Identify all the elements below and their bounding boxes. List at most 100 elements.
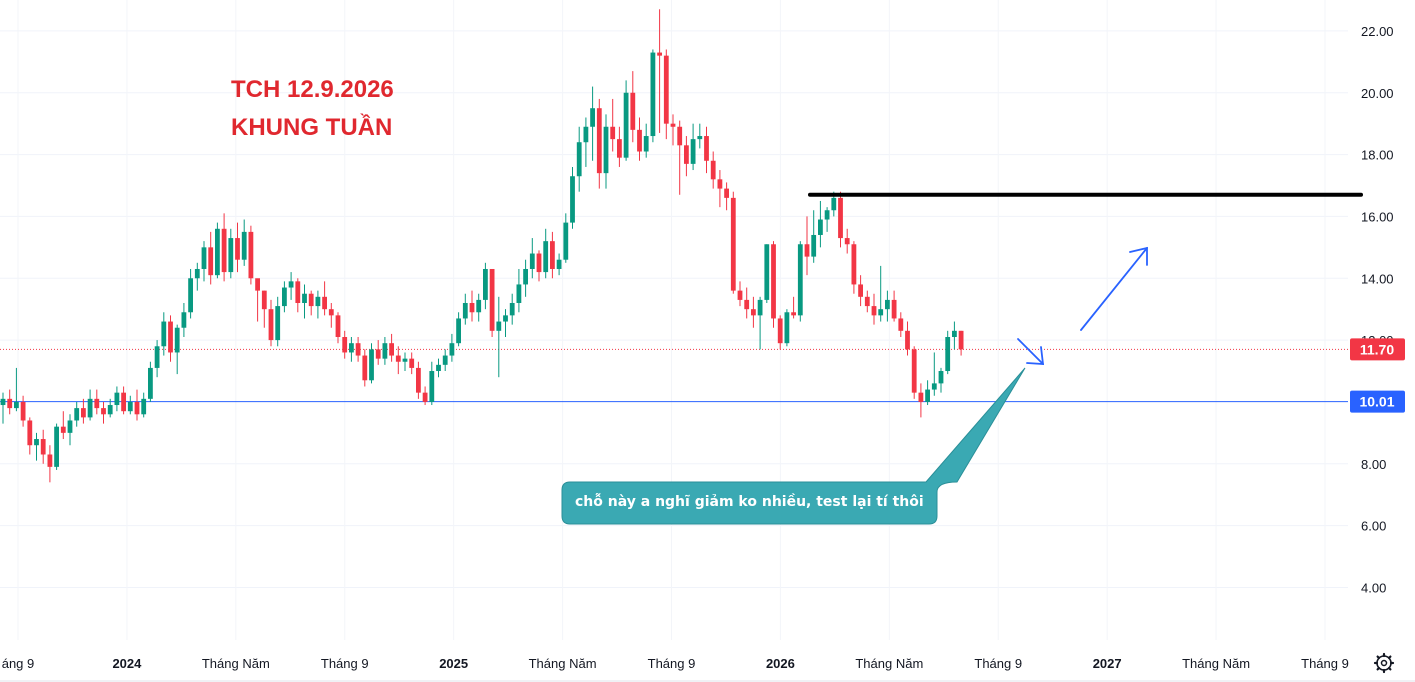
- candle-body: [730, 197, 736, 291]
- candle-body: [248, 231, 254, 279]
- candle-body: [952, 330, 957, 338]
- price-badges: 11.70 10.01: [1350, 338, 1405, 413]
- candle-body: [811, 234, 817, 257]
- candle-body: [650, 52, 656, 137]
- candle-body: [637, 129, 642, 152]
- candle-body: [255, 278, 260, 291]
- candle-body: [429, 371, 435, 402]
- candle-body: [657, 52, 662, 56]
- candle-body: [831, 197, 837, 211]
- candle-body: [684, 145, 689, 164]
- x-tick-label: 2027: [1093, 656, 1122, 671]
- candle-body: [697, 136, 703, 140]
- candle-body: [710, 160, 716, 180]
- candle-body: [409, 358, 415, 368]
- candle-body: [154, 346, 160, 368]
- candle-body: [596, 108, 602, 174]
- price-badge-label: 10.01: [1359, 394, 1394, 410]
- candle-body: [369, 349, 374, 381]
- candle-body: [215, 228, 220, 276]
- candle-body: [925, 389, 930, 402]
- candle-body: [529, 253, 535, 269]
- candle-body: [54, 426, 59, 467]
- candle-body: [81, 408, 86, 418]
- candle-body: [188, 278, 193, 313]
- y-tick-label: 22.00: [1361, 24, 1394, 39]
- chart-subtitle: KHUNG TUẦN: [231, 113, 392, 141]
- down-arrow[interactable]: [1017, 338, 1045, 365]
- candle-body: [308, 293, 314, 307]
- candle-body: [40, 439, 46, 455]
- candle-body: [844, 238, 850, 245]
- candle-body: [235, 238, 240, 260]
- candle-body: [516, 284, 522, 303]
- candle-body: [630, 92, 636, 130]
- candle-body: [871, 306, 877, 316]
- candle-body: [181, 312, 187, 328]
- annotation-callout[interactable]: chỗ này a nghĩ giảm ko nhiều, test lại t…: [561, 367, 1026, 525]
- time-axis[interactable]: áng 9 2024 Tháng Năm Tháng 9 2025 Tháng Năm Th…: [2, 656, 1349, 671]
- candle-body: [891, 299, 897, 319]
- candle-body: [74, 408, 80, 421]
- candle-body: [670, 123, 676, 127]
- candle-body: [824, 210, 830, 220]
- candle-body: [603, 126, 609, 174]
- candle-body: [663, 55, 669, 124]
- x-tick-label: Tháng 9: [648, 656, 696, 671]
- candle-body: [382, 343, 388, 359]
- annotation-text: chỗ này a nghĩ giảm ko nhiều, test lại t…: [575, 493, 924, 510]
- candle-body: [509, 302, 515, 316]
- candle-body: [858, 284, 863, 297]
- candle-body: [416, 367, 421, 393]
- candle-body: [818, 219, 823, 235]
- candle-body: [563, 222, 569, 260]
- candle-body: [268, 309, 274, 341]
- candle-body: [395, 355, 401, 362]
- candle-body: [161, 321, 167, 347]
- candle-body: [536, 253, 542, 273]
- candle-body: [784, 312, 790, 344]
- up-arrow[interactable]: [1080, 246, 1148, 331]
- x-tick-label: Tháng Năm: [855, 656, 923, 671]
- candle-body: [375, 349, 381, 359]
- candle-body: [550, 241, 555, 269]
- candle-body: [898, 318, 904, 331]
- y-tick-label: 18.00: [1361, 148, 1394, 163]
- candle-body: [623, 92, 629, 158]
- price-axis[interactable]: 22.0020.0018.0016.0014.0012.008.006.004.…: [1361, 24, 1394, 596]
- candle-body: [462, 302, 468, 319]
- x-tick-label: áng 9: [2, 656, 35, 671]
- candle-body: [838, 197, 843, 239]
- gear-icon[interactable]: [1373, 652, 1395, 674]
- price-badge-label: 11.70: [1360, 341, 1394, 357]
- candle-body: [0, 398, 6, 406]
- candle-body: [583, 126, 589, 143]
- x-tick-label: Tháng 9: [1301, 656, 1349, 671]
- y-tick-label: 4.00: [1361, 580, 1386, 595]
- candle-body: [241, 231, 247, 260]
- candle-body: [911, 349, 917, 393]
- candle-body: [261, 290, 267, 310]
- candle-body: [389, 343, 394, 356]
- candle-body: [885, 299, 890, 310]
- candle-body: [717, 179, 723, 189]
- candle-body: [570, 176, 575, 223]
- candle-body: [503, 315, 508, 322]
- candle-body: [476, 299, 482, 313]
- x-tick-label: Tháng 9: [321, 656, 369, 671]
- candle-body: [295, 281, 301, 303]
- candle-body: [282, 287, 287, 307]
- candle-body: [141, 398, 147, 415]
- candle-body: [938, 371, 944, 384]
- candle-body: [483, 268, 488, 300]
- candle-body: [958, 330, 964, 350]
- candle-body: [221, 228, 227, 273]
- candle-body: [228, 238, 234, 273]
- candle-body: [14, 401, 19, 409]
- candle-body: [168, 321, 173, 353]
- candle-body: [442, 355, 448, 365]
- candle-body: [288, 281, 294, 288]
- candles: [0, 9, 964, 483]
- candle-body: [804, 244, 810, 257]
